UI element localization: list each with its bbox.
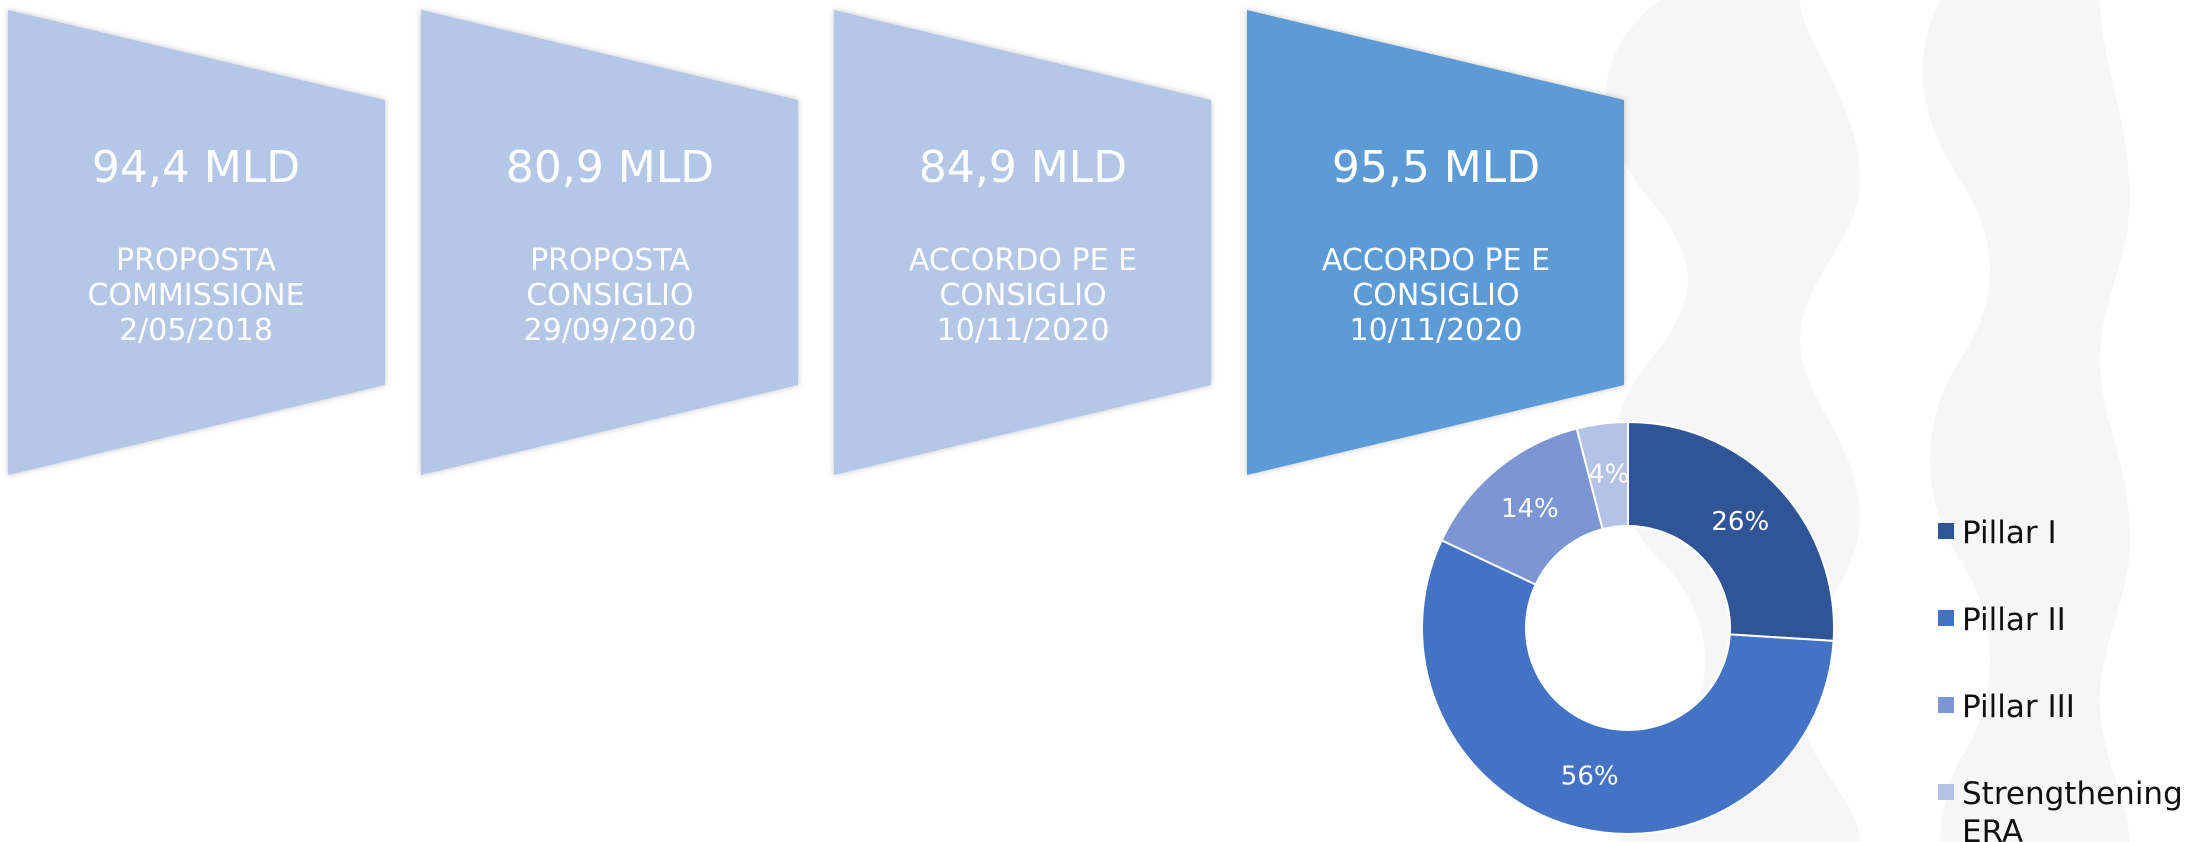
stage-label-line: CONSIGLIO — [939, 278, 1106, 313]
stage-label-line: COMMISSIONE — [87, 278, 304, 313]
legend-label: Strengthening — [1962, 776, 2183, 812]
slice-pillar-i — [1627, 420, 1835, 642]
stage-label-line: 2/05/2018 — [119, 313, 273, 348]
legend-label: Pillar III — [1962, 689, 2075, 725]
legend-label: Pillar II — [1962, 602, 2066, 638]
chart-legend: Pillar I Pillar II Pillar III Strengthening… — [1938, 515, 2183, 842]
legend-label: ERA — [1962, 814, 2023, 842]
legend-swatch — [1938, 610, 1954, 626]
stage-amount: 94,4 MLD — [92, 142, 300, 193]
slice-strengthening-era — [1575, 420, 1629, 531]
stage-shape — [834, 10, 1211, 475]
legend-label: Pillar I — [1962, 515, 2057, 551]
stage-shape — [421, 10, 798, 475]
funnel-stage-3: 84,9 MLD ACCORDO PE E CONSIGLIO 10/11/20… — [834, 10, 1211, 475]
slice-pillar-ii — [1421, 538, 1835, 836]
legend-swatch — [1938, 697, 1954, 713]
donut-chart: 26% 56% 14% 4% — [1421, 420, 1835, 836]
stage-label-line: CONSIGLIO — [1352, 278, 1519, 313]
slice-value-label: 4% — [1588, 460, 1629, 490]
legend-swatch — [1938, 784, 1954, 800]
slice-value-label: 56% — [1561, 762, 1619, 792]
stage-amount: 95,5 MLD — [1332, 142, 1540, 193]
stage-label-line: PROPOSTA — [116, 243, 276, 278]
legend-swatch — [1938, 523, 1954, 539]
stage-amount: 84,9 MLD — [919, 142, 1127, 193]
stage-label-line: ACCORDO PE E — [1322, 243, 1550, 278]
stage-label-line: ACCORDO PE E — [909, 243, 1137, 278]
stage-label-line: CONSIGLIO — [526, 278, 693, 313]
stage-label-line: 10/11/2020 — [1350, 313, 1523, 348]
funnel-stage-4: 95,5 MLD ACCORDO PE E CONSIGLIO 10/11/20… — [1247, 10, 1624, 475]
slice-value-label: 14% — [1501, 494, 1559, 524]
funnel-stage-2: 80,9 MLD PROPOSTA CONSIGLIO 29/09/2020 — [421, 10, 798, 475]
stage-label-line: 29/09/2020 — [524, 313, 697, 348]
funnel-stage-1: 94,4 MLD PROPOSTA COMMISSIONE 2/05/2018 — [8, 10, 385, 475]
stage-shape — [8, 10, 385, 475]
stage-amount: 80,9 MLD — [506, 142, 714, 193]
slice-value-label: 26% — [1711, 507, 1769, 537]
stage-label-line: PROPOSTA — [530, 243, 690, 278]
stage-shape — [1247, 10, 1624, 475]
stage-label-line: 10/11/2020 — [937, 313, 1110, 348]
slice-pillar-iii — [1440, 427, 1604, 586]
